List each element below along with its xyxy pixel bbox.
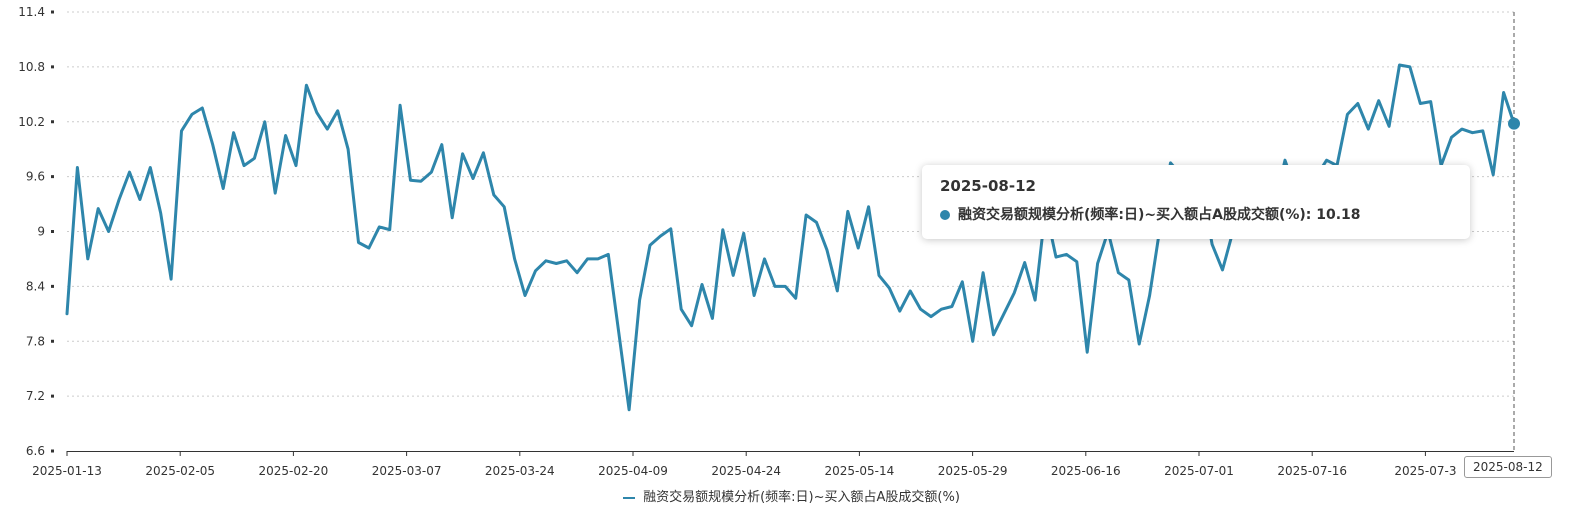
x-tick-label: 2025-02-05 (145, 464, 215, 478)
x-tick-label: 2025-04-09 (598, 464, 668, 478)
x-tick-label: 2025-06-16 (1051, 464, 1121, 478)
x-tick-label: 2025-03-24 (485, 464, 555, 478)
y-tick-label: 9.6 (26, 170, 45, 184)
legend-label: 融资交易额规模分析(频率:日)~买入额占A股成交额(%) (643, 490, 960, 505)
y-tick-mark (51, 10, 54, 14)
x-tick-label: 2025-01-13 (32, 464, 102, 478)
y-tick-label: 8.4 (26, 279, 45, 293)
y-tick-label: 9 (37, 225, 45, 239)
x-tick-label: 2025-04-24 (711, 464, 781, 478)
legend[interactable]: 融资交易额规模分析(频率:日)~买入额占A股成交额(%) (0, 486, 1583, 505)
tooltip-row: 融资交易额规模分析(频率:日)~买入额占A股成交额(%): 10.18 (940, 205, 1452, 225)
y-tick-mark (51, 284, 54, 288)
x-tick-label: 2025-07-16 (1277, 464, 1347, 478)
y-tick-label: 10.8 (18, 60, 45, 74)
y-tick-label: 10.2 (18, 115, 45, 129)
tooltip-value-label: 融资交易额规模分析(频率:日)~买入额占A股成交额(%): 10.18 (958, 207, 1361, 223)
y-tick-mark (51, 230, 54, 233)
x-tick-label: 2025-07-3 (1394, 464, 1456, 478)
y-tick-mark (51, 394, 54, 398)
tooltip-date: 2025-08-12 (940, 177, 1036, 195)
hovered-data-point[interactable] (1508, 117, 1520, 130)
x-tick-label: 2025-05-29 (938, 464, 1008, 478)
y-tick-label: 7.2 (26, 389, 45, 403)
y-tick-mark (51, 175, 54, 179)
y-tick-mark (51, 120, 54, 124)
x-tick-label: 2025-05-14 (825, 464, 895, 478)
y-tick-mark (51, 339, 54, 343)
y-tick-mark (51, 65, 54, 69)
y-tick-label: 11.4 (18, 5, 45, 19)
legend-line-icon (623, 496, 636, 499)
y-tick-labels: 6.6 7.2 7.8 8.4 9 9.6 10.2 10.8 11.4 (18, 5, 45, 458)
axes (51, 10, 1514, 456)
x-tick-label: 2025-03-07 (372, 464, 442, 478)
tooltip-series-dot (940, 210, 950, 220)
axis-pointer-label: 2025-08-12 (1464, 456, 1552, 478)
y-tick-label: 6.6 (26, 444, 45, 458)
tooltip: 2025-08-12 融资交易额规模分析(频率:日)~买入额占A股成交额(%):… (922, 165, 1470, 239)
x-tick-label: 2025-07-01 (1164, 464, 1234, 478)
y-tick-label: 7.8 (26, 334, 45, 348)
x-tick-labels: 2025-01-13 2025-02-05 2025-02-20 2025-03-07… (32, 464, 1456, 478)
y-tick-mark (51, 449, 54, 453)
x-tick-label: 2025-02-20 (259, 464, 329, 478)
